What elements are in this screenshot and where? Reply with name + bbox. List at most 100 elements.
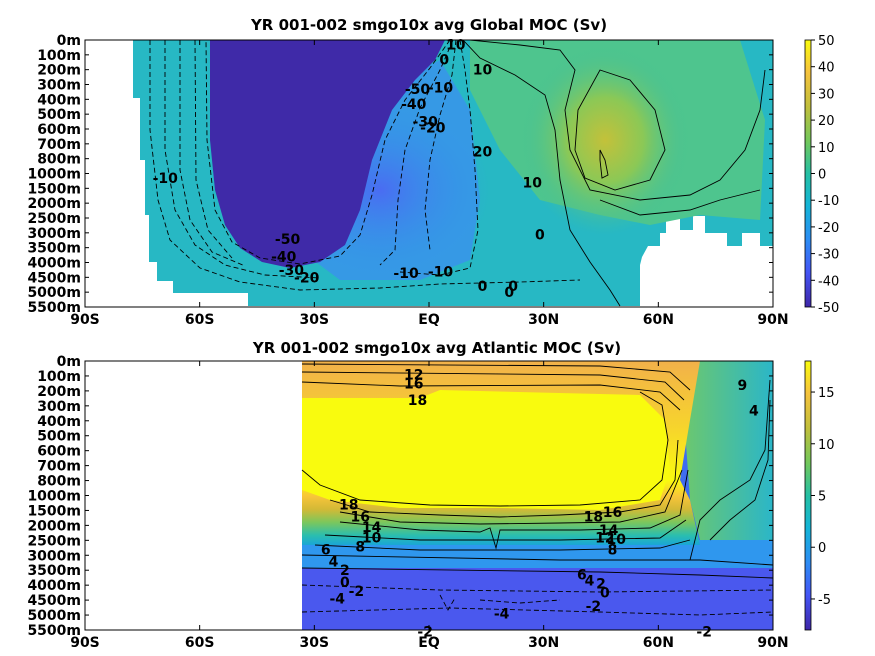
contour-label: -50: [405, 82, 431, 98]
contour-label: -2: [696, 624, 712, 640]
global-contour: [205, 40, 451, 265]
x-tick-label: 90S: [70, 312, 100, 328]
contour-label: -10: [153, 171, 179, 187]
x-tick-label: EQ: [418, 635, 440, 651]
global-contour: [399, 40, 479, 276]
contour-label: -50: [275, 232, 301, 248]
contour-label: 8: [608, 542, 618, 558]
contour-label: 10: [607, 532, 627, 548]
y-tick-label: 1500m: [27, 503, 81, 519]
y-tick-label: 3000m: [27, 226, 81, 242]
contour-label: 18: [339, 497, 358, 513]
y-tick-label: 2000m: [27, 518, 81, 534]
global-contour-labels: 100-10-50-40-30-201020100-10-50-40-30-20…: [153, 37, 545, 301]
atlantic-contour: [709, 399, 771, 541]
global-contour: [424, 40, 457, 251]
x-tick-label: 60S: [185, 312, 215, 328]
contour-label: 16: [350, 509, 369, 525]
y-tick-label: 700m: [37, 459, 81, 475]
global-chart-title: YR 001-002 smgo10x avg Global MOC (Sv): [250, 16, 607, 34]
contour-label: 4: [749, 403, 759, 419]
contour-label: 0: [439, 52, 449, 68]
atlantic-contour: [339, 469, 683, 525]
atlantic-contour: [301, 381, 681, 411]
contour-label: -2: [349, 584, 365, 600]
colorbar-tick-label: 15: [818, 386, 835, 401]
atlantic-contour: [439, 594, 456, 611]
y-tick-label: 5500m: [27, 623, 81, 639]
contour-label: 0: [504, 285, 514, 301]
colorbar-tick-label: -50: [818, 301, 839, 316]
colorbar-tick-label: 20: [818, 114, 835, 129]
atlantic-deep-layer: [302, 560, 773, 630]
x-tick-label: EQ: [418, 312, 440, 328]
y-tick-label: 500m: [37, 429, 81, 445]
global-contour: [179, 40, 246, 267]
y-tick-label: 2500m: [27, 211, 81, 227]
y-tick-label: 400m: [37, 414, 81, 430]
colorbar-tick-label: 0: [818, 168, 826, 183]
contour-label: 4: [585, 574, 595, 590]
global-contour: [462, 40, 621, 307]
contour-label: 14: [599, 523, 619, 539]
atlantic-contour: [301, 584, 773, 593]
contour-label: 0: [340, 575, 350, 591]
y-tick-label: 300m: [37, 78, 81, 94]
contour-label: 2: [340, 563, 350, 579]
atlantic-colorbar: [804, 360, 812, 631]
contour-label: 16: [603, 505, 622, 521]
x-tick-label: 90S: [70, 635, 100, 651]
x-tick-label: 60N: [643, 312, 674, 328]
y-tick-label: 800m: [37, 152, 81, 168]
y-tick-label: 1000m: [27, 489, 81, 505]
atlantic-contour: [301, 371, 685, 401]
contour-label: 14: [362, 520, 382, 536]
atlantic-contour: [301, 363, 691, 391]
y-tick-label: 100m: [37, 48, 81, 64]
contour-label: -40: [271, 250, 297, 266]
contour-label: 20: [473, 144, 493, 160]
global-contour: [149, 40, 581, 291]
colorbar-tick-label: -5: [818, 593, 831, 608]
y-tick-label: 4500m: [27, 270, 81, 286]
contour-label: 10: [362, 530, 382, 546]
x-tick-label: 30S: [300, 635, 330, 651]
contour-label: -30: [279, 263, 305, 279]
contour-label: 10: [446, 37, 466, 53]
y-tick-label: 100m: [37, 369, 81, 385]
global-colorbar: [804, 39, 812, 308]
global-southern-cell: [210, 40, 445, 268]
x-tick-label: 90N: [757, 635, 788, 651]
colorbar-tick-label: 30: [818, 87, 835, 102]
y-tick-label: 1500m: [27, 181, 81, 197]
x-tick-label: 90N: [757, 312, 788, 328]
contour-label: 0: [478, 279, 488, 295]
y-tick-label: 3500m: [27, 563, 81, 579]
atlantic-contour: [301, 567, 773, 579]
colorbar-tick-label: 5: [818, 490, 826, 505]
global-contour: [599, 149, 609, 179]
atlantic-contour: [324, 519, 687, 541]
global-contour: [379, 40, 454, 266]
y-tick-label: 5500m: [27, 300, 81, 316]
atlantic-core: [302, 390, 670, 510]
atlantic-contour: [339, 469, 689, 550]
global-contour: [599, 189, 761, 216]
contour-label: -10: [393, 266, 419, 282]
atlantic-contour: [301, 554, 773, 566]
y-tick-label: 0m: [57, 354, 81, 370]
atlantic-contour: [301, 391, 669, 507]
y-tick-label: 500m: [37, 107, 81, 123]
contour-label: 6: [321, 542, 331, 558]
y-tick-label: 200m: [37, 384, 81, 400]
global-y-ticks: 0m100m200m300m400m500m600m700m800m1000m1…: [27, 33, 773, 316]
colorbar-tick-label: 50: [818, 34, 835, 49]
global-north-cell-core: [520, 45, 690, 235]
contour-label: -20: [420, 121, 446, 137]
contour-label: -4: [494, 607, 510, 623]
contour-label: -20: [294, 270, 320, 286]
global-moc-field: [133, 40, 773, 307]
y-tick-label: 600m: [37, 122, 81, 138]
atlantic-moc-field: [301, 361, 773, 630]
